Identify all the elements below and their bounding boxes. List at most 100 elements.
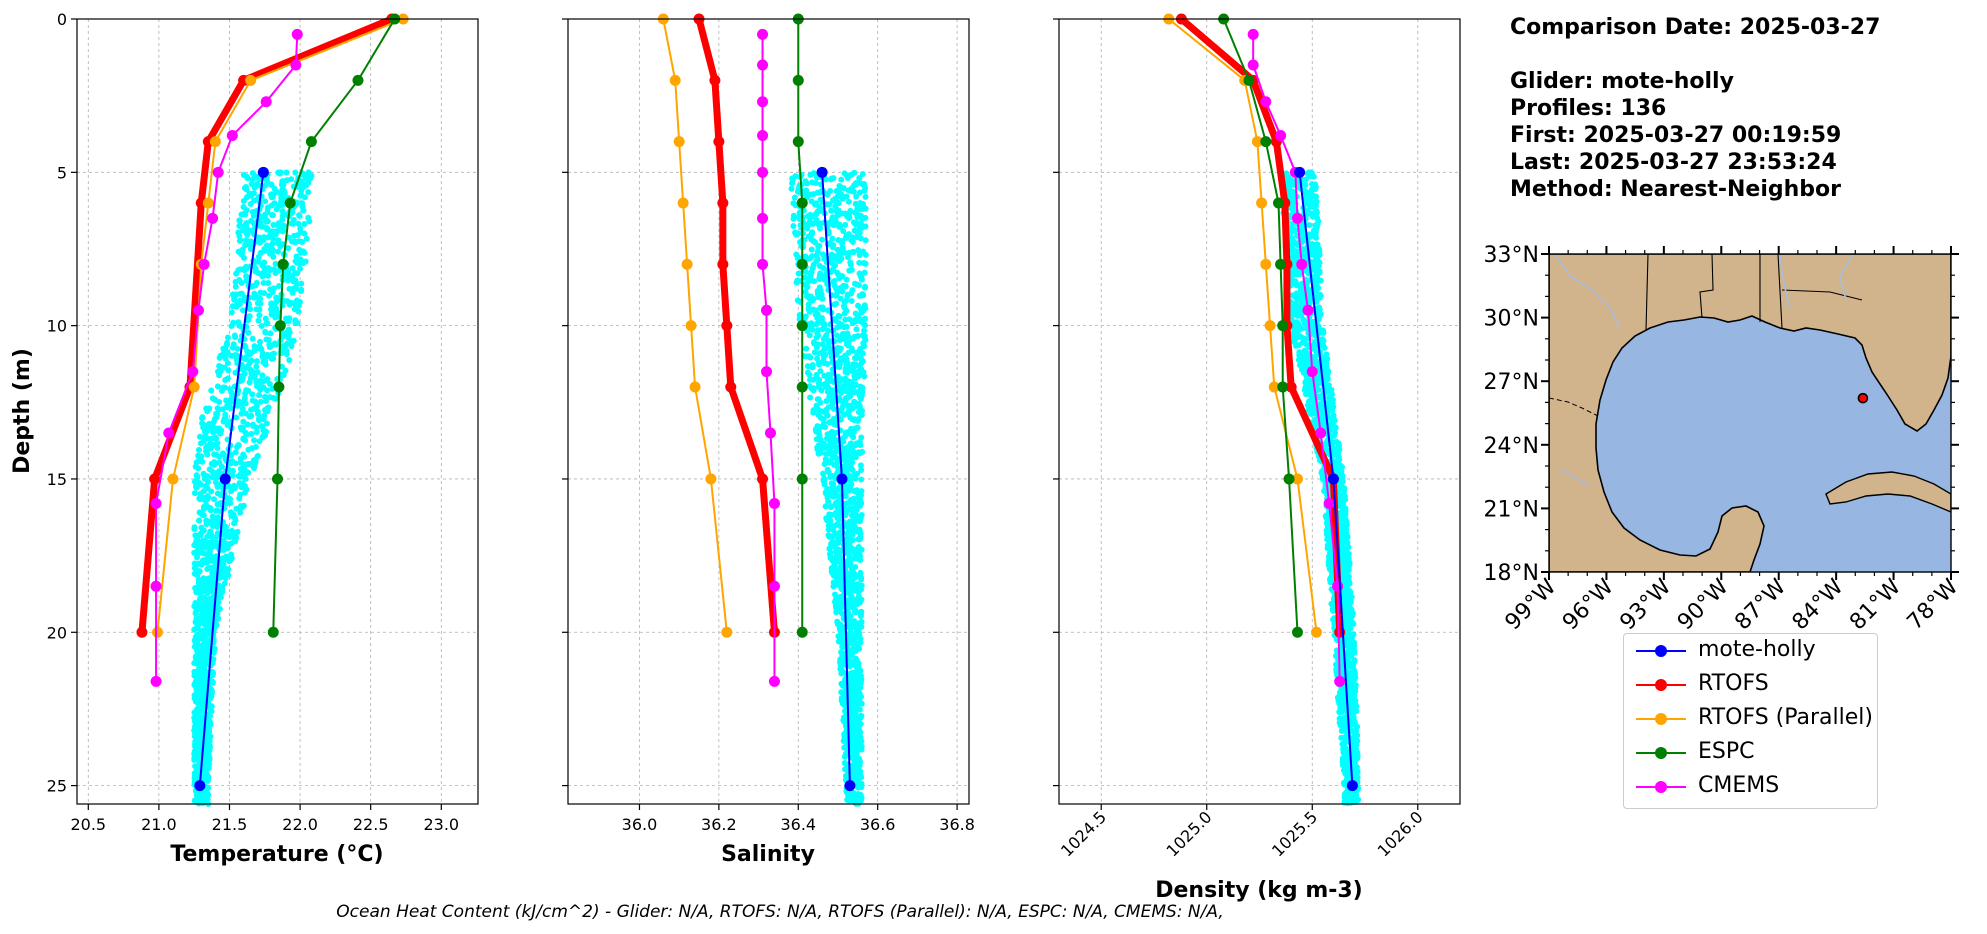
glider-scatter-point xyxy=(861,187,868,194)
salinity-panel: 36.0 36.2 36.4 36.6 36.8 Salinity xyxy=(562,13,975,867)
glider-scatter-point xyxy=(809,265,816,272)
series-point xyxy=(768,675,780,687)
glider-scatter-point xyxy=(248,374,255,381)
glider-scatter-point xyxy=(199,549,206,556)
glider-scatter-point xyxy=(227,405,234,412)
glider-scatter-point xyxy=(858,476,865,483)
glider-scatter-point xyxy=(203,501,210,508)
glider-scatter-point xyxy=(198,642,205,649)
glider-scatter-point xyxy=(261,246,268,253)
glider-scatter-point xyxy=(247,306,254,313)
glider-scatter-point xyxy=(805,293,812,300)
glider-scatter-point xyxy=(275,283,282,290)
glider-scatter-point xyxy=(214,501,221,508)
glider-scatter-point xyxy=(262,328,269,335)
glider-scatter-point xyxy=(232,279,239,286)
glider-scatter-point xyxy=(298,280,305,287)
glider-scatter-point xyxy=(262,315,269,322)
glider-scatter-point xyxy=(193,655,200,662)
glider-scatter-point xyxy=(856,692,863,699)
glider-scatter-point xyxy=(839,331,846,338)
series-point xyxy=(192,304,204,316)
glider-scatter-point xyxy=(253,377,260,384)
glider-scatter-point xyxy=(242,410,249,417)
glider-scatter-point xyxy=(833,291,840,298)
series-point xyxy=(764,427,776,439)
glider-scatter-point xyxy=(229,344,236,351)
glider-scatter-point xyxy=(244,175,251,182)
series-point xyxy=(816,166,828,178)
glider-scatter-point xyxy=(195,465,202,472)
glider-scatter-point xyxy=(193,645,200,652)
glider-scatter-point xyxy=(228,352,235,359)
glider-scatter-point xyxy=(277,243,284,250)
series-point xyxy=(290,59,302,71)
glider-scatter-point xyxy=(257,300,264,307)
salinity-x-ticks: 36.0 36.2 36.4 36.6 36.8 xyxy=(622,804,975,834)
glider-scatter-point xyxy=(236,398,243,405)
glider-scatter-point xyxy=(243,263,250,270)
glider-scatter-point xyxy=(835,601,842,608)
glider-scatter-point xyxy=(820,335,827,342)
glider-scatter-point xyxy=(233,414,240,421)
glider-scatter-point xyxy=(242,242,249,249)
glider-scatter-point xyxy=(203,544,210,551)
glider-scatter-point xyxy=(841,324,848,331)
glider-scatter-point xyxy=(838,667,845,674)
glider-scatter-point xyxy=(241,453,248,460)
glider-scatter-point xyxy=(854,514,861,521)
glider-scatter-point xyxy=(253,429,260,436)
glider-scatter-point xyxy=(827,188,834,195)
glider-scatter-point xyxy=(820,351,827,358)
glider-scatter-point xyxy=(214,383,221,390)
glider-scatter-point xyxy=(840,302,847,309)
glider-scatter-point xyxy=(828,175,835,182)
glider-scatter-point xyxy=(854,698,861,705)
glider-scatter-point xyxy=(832,522,839,529)
glider-scatter-point xyxy=(272,270,279,277)
glider-scatter-point xyxy=(275,223,282,230)
glider-scatter-point xyxy=(236,480,243,487)
glider-scatter-point xyxy=(198,524,205,531)
series-point xyxy=(757,212,769,224)
glider-scatter-point xyxy=(248,357,255,364)
glider-scatter-point xyxy=(824,431,831,438)
glider-scatter-point xyxy=(256,343,263,350)
glider-scatter-point xyxy=(283,315,290,322)
glider-scatter-point xyxy=(855,536,862,543)
x-tick-label: 21.0 xyxy=(141,815,177,834)
glider-scatter-point xyxy=(245,329,252,336)
glider-scatter-point xyxy=(257,377,264,384)
glider-scatter-point xyxy=(193,554,200,561)
glider-scatter-point xyxy=(803,345,810,352)
glider-scatter-point xyxy=(1315,218,1322,225)
glider-scatter-point xyxy=(855,409,862,416)
glider-scatter-point xyxy=(839,245,846,252)
glider-scatter-point xyxy=(269,240,276,247)
glider-scatter-point xyxy=(221,580,228,587)
glider-scatter-point xyxy=(240,502,247,509)
glider-scatter-point xyxy=(197,531,204,538)
glider-scatter-point xyxy=(224,570,231,577)
glider-scatter-point xyxy=(822,503,829,510)
glider-scatter-point xyxy=(204,585,211,592)
glider-scatter-point xyxy=(823,490,830,497)
series-point xyxy=(669,74,681,86)
glider-scatter-point xyxy=(838,626,845,633)
glider-scatter-point xyxy=(191,560,198,567)
glider-scatter-point xyxy=(192,738,199,745)
glider-scatter-point xyxy=(254,383,261,390)
glider-scatter-point xyxy=(211,563,218,570)
glider-scatter-point xyxy=(837,659,844,666)
glider-scatter-point xyxy=(207,520,214,527)
glider-scatter-point xyxy=(808,246,815,253)
glider-scatter-point xyxy=(271,340,278,347)
glider-scatter-point xyxy=(258,422,265,429)
glider-scatter-point xyxy=(224,360,231,367)
glider-scatter-point xyxy=(838,695,845,702)
glider-scatter-point xyxy=(207,721,214,728)
glider-scatter-point xyxy=(207,528,214,535)
glider-scatter-point xyxy=(260,359,267,366)
glider-scatter-point xyxy=(813,211,820,218)
glider-scatter-point xyxy=(813,258,820,265)
